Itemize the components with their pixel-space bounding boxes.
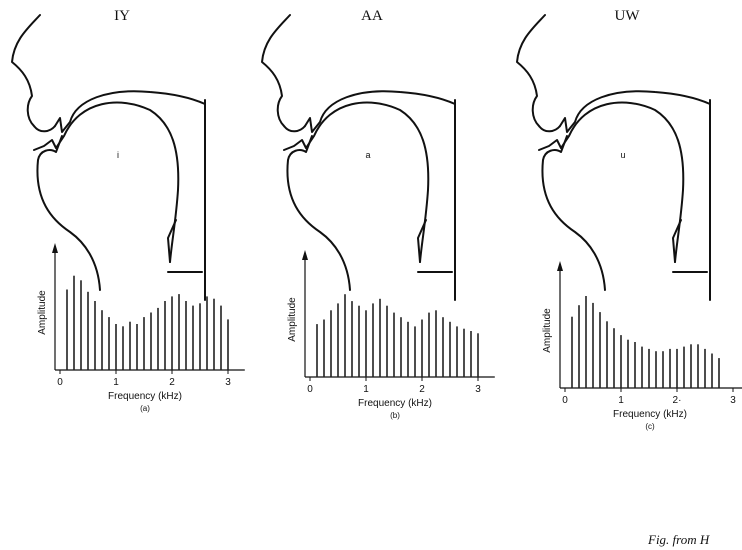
vowel-label: u (620, 150, 625, 160)
vocal-tract (262, 15, 455, 300)
x-tick-label: 2 (419, 384, 425, 395)
y-axis-label: Amplitude (37, 290, 48, 335)
y-axis-arrow (557, 261, 563, 271)
x-axis-label: Frequency (kHz) (108, 391, 182, 402)
x-axis-label: Frequency (kHz) (613, 409, 687, 420)
caption: Fig. from H (647, 532, 710, 547)
vowel-label: a (365, 150, 370, 160)
panel-label: (a) (140, 404, 150, 413)
x-tick-label: 1 (113, 377, 119, 388)
x-axis-label: Frequency (kHz) (358, 398, 432, 409)
vowel-label: i (117, 150, 119, 160)
vocal-tract (517, 15, 710, 300)
x-tick-label: 0 (307, 384, 313, 395)
x-tick-label: 1 (363, 384, 369, 395)
x-tick-label: 2· (673, 395, 682, 406)
x-tick-label: 0 (57, 377, 63, 388)
y-axis-arrow (52, 243, 58, 253)
vocal-tract (12, 15, 205, 300)
x-tick-label: 0 (562, 395, 568, 406)
x-tick-label: 1 (618, 395, 624, 406)
x-tick-label: 2 (169, 377, 175, 388)
diagram-title: UW (615, 8, 641, 24)
figure: Fig. from H IY i 0 1 2 3 Amplitude Frequency (k… (0, 0, 742, 550)
diagram-title: AA (361, 8, 383, 24)
diagram-title: IY (114, 8, 130, 24)
panel-label: (c) (645, 422, 655, 431)
x-tick-label: 3 (225, 377, 231, 388)
panel-label: (b) (390, 411, 400, 420)
y-axis-label: Amplitude (287, 297, 298, 342)
y-axis-arrow (302, 250, 308, 260)
x-tick-label: 3 (475, 384, 481, 395)
y-axis-label: Amplitude (542, 308, 553, 353)
x-tick-label: 3 (730, 395, 736, 406)
